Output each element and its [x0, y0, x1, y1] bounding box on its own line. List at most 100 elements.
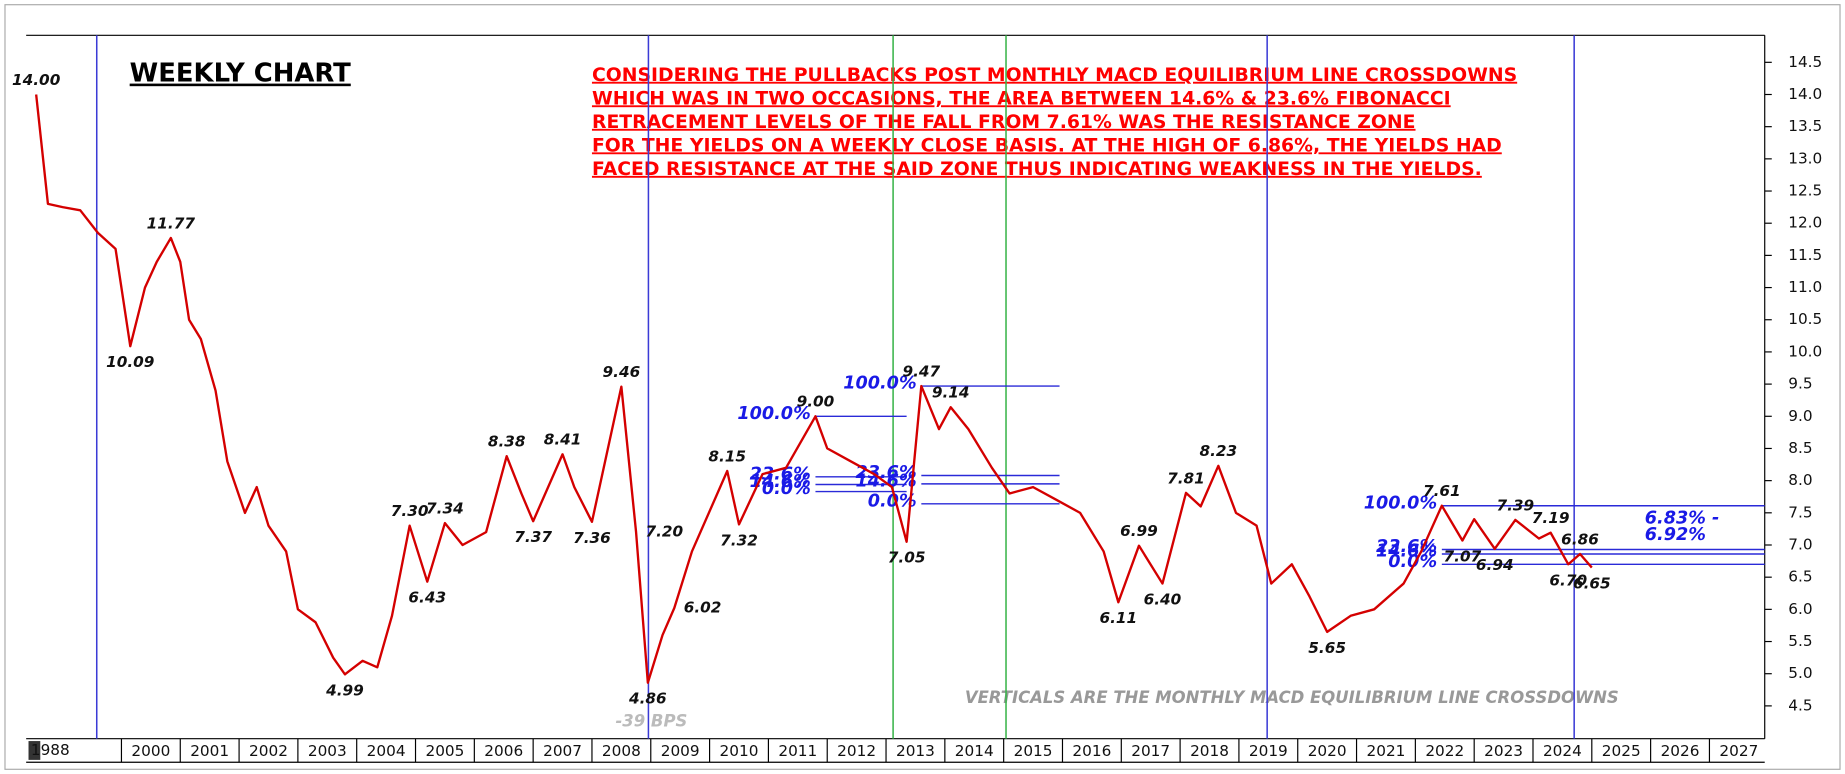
- value-label: 7.05: [888, 549, 926, 567]
- value-label: 4.99: [325, 681, 364, 699]
- fib-label: 23.6%: [855, 463, 916, 483]
- y-tick-label: 7.5: [1788, 503, 1812, 521]
- value-label: 7.39: [1496, 496, 1534, 514]
- value-label: 6.99: [1120, 522, 1158, 540]
- y-tick-label: 14.0: [1788, 85, 1822, 103]
- fib-label: 100.0%: [1364, 493, 1437, 513]
- note-line: FOR THE YIELDS ON A WEEKLY CLOSE BASIS. …: [592, 135, 1502, 156]
- y-tick-label: 13.0: [1788, 149, 1822, 167]
- x-tick-label: 2007: [543, 742, 582, 760]
- value-label: 9.00: [797, 393, 835, 411]
- y-tick-label: 6.0: [1788, 600, 1812, 618]
- value-label: 5.65: [1308, 639, 1346, 657]
- zone-note: 6.83% -: [1645, 509, 1720, 529]
- x-tick-label: 2013: [896, 742, 935, 760]
- value-label: 10.09: [106, 353, 154, 371]
- value-label: 9.47: [902, 362, 940, 380]
- x-tick-label: 2018: [1190, 742, 1229, 760]
- y-tick-label: 9.5: [1788, 375, 1812, 393]
- value-label: 8.38: [488, 433, 526, 451]
- value-label: 6.86: [1561, 530, 1599, 548]
- x-tick-label: 2020: [1308, 742, 1347, 760]
- y-tick-label: 13.5: [1788, 117, 1822, 135]
- value-label: 8.41: [544, 431, 582, 449]
- x-tick-label: 2019: [1249, 742, 1288, 760]
- value-label: 6.11: [1099, 609, 1137, 627]
- x-tick-label: 2023: [1484, 742, 1523, 760]
- y-tick-label: 8.0: [1788, 471, 1812, 489]
- fib-label: 100.0%: [843, 374, 916, 394]
- value-label: 7.20: [645, 523, 683, 541]
- y-tick-label: 5.0: [1788, 664, 1812, 682]
- x-tick-label: 2008: [602, 742, 641, 760]
- x-tick-label: 2009: [661, 742, 700, 760]
- y-tick-label: 4.5: [1788, 696, 1812, 714]
- value-label: 7.36: [573, 529, 611, 547]
- value-label: 7.30: [391, 502, 429, 520]
- value-label: 14.00: [12, 71, 61, 89]
- note-line: FACED RESISTANCE AT THE SAID ZONE THUS I…: [592, 159, 1482, 180]
- x-tick-label: 2004: [367, 742, 406, 760]
- fib-label: 23.6%: [750, 464, 811, 484]
- x-tick-label: 2005: [425, 742, 464, 760]
- fib-label: 0.0%: [762, 479, 811, 499]
- y-tick-label: 7.0: [1788, 535, 1812, 553]
- x-tick-label: 2024: [1543, 742, 1582, 760]
- x-tick-label: 2002: [249, 742, 288, 760]
- zone-note: 6.92%: [1645, 525, 1706, 545]
- value-label: 6.65: [1573, 574, 1611, 592]
- x-tick-label: 2003: [308, 742, 347, 760]
- value-label: 9.46: [603, 363, 641, 381]
- x-tick-label: 2021: [1367, 742, 1406, 760]
- value-label: 6.43: [408, 589, 446, 607]
- y-tick-label: 14.5: [1788, 53, 1822, 71]
- frame: [4, 4, 1841, 770]
- yield-line: [34, 94, 1593, 684]
- y-tick-label: 11.0: [1788, 278, 1822, 296]
- value-label: 9.14: [932, 384, 970, 402]
- x-tick-label: 2017: [1131, 742, 1170, 760]
- value-label: 11.77: [147, 214, 196, 232]
- value-label: 4.86: [628, 690, 667, 708]
- value-label: 6.02: [684, 599, 722, 617]
- x-tick-label: 2022: [1425, 742, 1464, 760]
- corner-label: 1988: [31, 741, 70, 759]
- y-tick-label: 6.5: [1788, 568, 1812, 586]
- corner-blob: [28, 741, 41, 760]
- x-tick-label: 2025: [1602, 742, 1641, 760]
- footnote: VERTICALS ARE THE MONTHLY MACD EQUILIBRI…: [965, 688, 1619, 707]
- value-label: 6.70: [1549, 571, 1587, 589]
- x-tick-label: 2014: [955, 742, 994, 760]
- fib-label: 14.6%: [750, 472, 811, 492]
- fib-label: 14.6%: [1376, 542, 1437, 562]
- x-tick-label: 2010: [720, 742, 759, 760]
- x-tick-label: 2001: [190, 742, 229, 760]
- x-tick-label: 2027: [1719, 742, 1758, 760]
- value-label: 8.15: [708, 447, 746, 465]
- value-label: 7.61: [1423, 482, 1461, 500]
- fib-label: 100.0%: [737, 404, 810, 424]
- value-label: 6.94: [1476, 556, 1514, 574]
- value-label: 7.32: [720, 531, 758, 549]
- y-tick-label: 9.0: [1788, 407, 1812, 425]
- value-label: 7.37: [514, 528, 552, 546]
- value-label: 7.34: [426, 499, 464, 517]
- value-label: 7.19: [1532, 509, 1570, 527]
- value-label: 7.81: [1167, 469, 1205, 487]
- y-tick-label: 10.5: [1788, 310, 1822, 328]
- value-label: 8.23: [1199, 442, 1237, 460]
- fib-label: 0.0%: [1388, 552, 1437, 572]
- x-tick-label: 2016: [1072, 742, 1111, 760]
- y-tick-label: 5.5: [1788, 632, 1812, 650]
- x-tick-label: 2006: [484, 742, 523, 760]
- y-tick-label: 12.5: [1788, 182, 1822, 200]
- note-line: RETRACEMENT LEVELS OF THE FALL FROM 7.61…: [592, 112, 1416, 133]
- y-tick-label: 8.5: [1788, 439, 1812, 457]
- x-tick-label: 2015: [1014, 742, 1053, 760]
- y-tick-label: 11.5: [1788, 246, 1822, 264]
- value-label: 6.40: [1144, 591, 1182, 609]
- bps-note: -39 BPS: [615, 712, 687, 731]
- fib-label: 0.0%: [868, 491, 917, 511]
